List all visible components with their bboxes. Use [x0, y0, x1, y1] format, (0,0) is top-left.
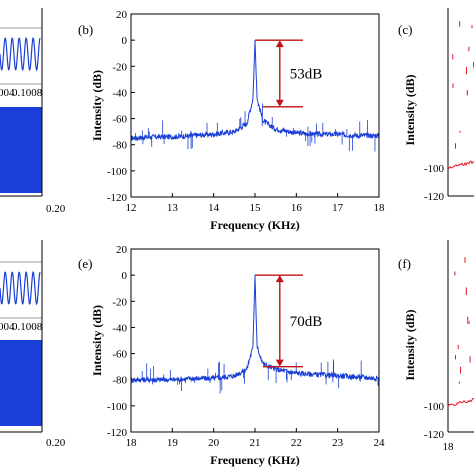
- x-tick-label: 22: [291, 437, 302, 449]
- left-top-inset-wave: [0, 36, 41, 72]
- panel-f-red-series: [447, 257, 474, 408]
- left-partial-panels: 004 0.1008 0.20 004 0.1008 0.20: [0, 8, 66, 449]
- y-tick-label: -20: [112, 296, 127, 308]
- panel-e-ann-label: 70dB: [290, 314, 323, 330]
- panel-b-ticks: 12 13 14 15 16 17 18 20 0 -20 -40 -60 -80 -100 -120: [107, 9, 385, 214]
- panel-e-ylabel: Intensity (dB): [90, 305, 104, 376]
- left-bottom-tick-2: 0.1008: [12, 321, 43, 333]
- panel-e-series-line: [130, 275, 380, 384]
- panel-e-annotation: 70dB: [255, 274, 323, 368]
- x-tick-label: 16: [291, 202, 303, 214]
- panel-b-frame: [130, 13, 380, 198]
- x-tick-label: 18: [374, 202, 386, 214]
- y-tick-label: -40: [112, 87, 127, 99]
- y-tick-label: -20: [112, 61, 127, 73]
- y-tick-label: -120: [107, 192, 128, 204]
- panel-c-tick-100: -100: [424, 163, 445, 175]
- panel-c-red-series: [447, 21, 474, 169]
- panel-f-ylabel: Intensity (dB): [403, 309, 417, 380]
- panel-c-tick-120: -120: [424, 191, 445, 203]
- y-tick-label: -80: [112, 140, 127, 152]
- panel-b-series-line: [130, 40, 380, 142]
- y-tick-label: -100: [107, 401, 128, 413]
- x-tick-label: 24: [374, 437, 386, 449]
- panel-e-ticks: 18 19 20 21 22 23 24 20 0 -20 -40 -60 -80 -100 -120: [107, 244, 385, 449]
- x-tick-label: 21: [250, 437, 261, 449]
- x-tick-label: 18: [126, 437, 138, 449]
- panel-b-ann-label: 53dB: [290, 66, 323, 82]
- x-tick-label: 19: [167, 437, 179, 449]
- panel-f-label: (f): [398, 256, 411, 271]
- panel-e-noise: [141, 359, 379, 394]
- y-tick-label: 20: [116, 244, 128, 256]
- y-tick-label: -80: [112, 375, 127, 387]
- x-tick-label: 17: [332, 202, 344, 214]
- y-tick-label: 0: [122, 270, 128, 282]
- x-tick-label: 23: [332, 437, 344, 449]
- panel-e-ann-arrowhead-up: [275, 275, 284, 283]
- panel-e-ann-arrowhead-down: [275, 359, 284, 367]
- panel-b-ylabel: Intensity (dB): [90, 70, 104, 141]
- left-top-tick-1: 004: [0, 87, 15, 99]
- y-tick-label: 0: [122, 35, 128, 47]
- left-bottom-inset-wave: [0, 270, 41, 306]
- panel-b-xlabel: Frequency (KHz): [210, 218, 299, 232]
- panel-e-frame: [130, 248, 380, 433]
- left-top-tick-020: 0.20: [46, 203, 66, 215]
- y-tick-label: -60: [112, 349, 127, 361]
- y-tick-label: 20: [116, 9, 128, 21]
- panel-b-noise: [135, 103, 376, 152]
- y-tick-label: -100: [107, 166, 128, 178]
- panel-f-tick-120: -120: [424, 429, 445, 441]
- panel-e-xlabel: Frequency (KHz): [210, 453, 299, 467]
- panel-c-ylabel: Intensity (dB): [403, 74, 417, 145]
- panel-b-ann-arrowhead-up: [275, 40, 284, 48]
- right-partial-panels: (c) Intensity (dB) -100 -120 (f) Intensi…: [398, 8, 474, 453]
- x-tick-label: 15: [250, 202, 262, 214]
- panel-f-tick-x18: 18: [443, 441, 455, 453]
- panel-e-label: (e): [78, 256, 92, 271]
- left-top-tick-2: 0.1008: [12, 87, 43, 99]
- left-bottom-tick-020: 0.20: [46, 437, 66, 449]
- panel-b-label: (b): [78, 22, 93, 37]
- y-tick-label: -60: [112, 114, 127, 126]
- left-top-signal-block: [0, 107, 42, 193]
- panel-e-spectrum: (e) 18 19 20 21 22 23 24 20 0 -20 -40 -60 -80 -100 -12…: [78, 244, 385, 467]
- panel-b-annotation: 53dB: [255, 39, 323, 108]
- panel-c-label: (c): [398, 22, 412, 37]
- x-tick-label: 13: [167, 202, 179, 214]
- x-tick-label: 20: [208, 437, 220, 449]
- left-bottom-tick-1: 004: [0, 321, 15, 333]
- x-tick-label: 12: [126, 202, 137, 214]
- y-tick-label: -40: [112, 322, 127, 334]
- left-bottom-signal-block: [0, 340, 42, 426]
- x-tick-label: 14: [208, 202, 220, 214]
- panel-b-ann-arrowhead-down: [275, 99, 284, 107]
- y-tick-label: -120: [107, 427, 128, 439]
- panel-b-spectrum: (b) 12 13 14 15 16 17 18 20 0 -20 -40 -60 -80 -100 -12…: [78, 9, 385, 232]
- panel-f-tick-100: -100: [424, 401, 445, 413]
